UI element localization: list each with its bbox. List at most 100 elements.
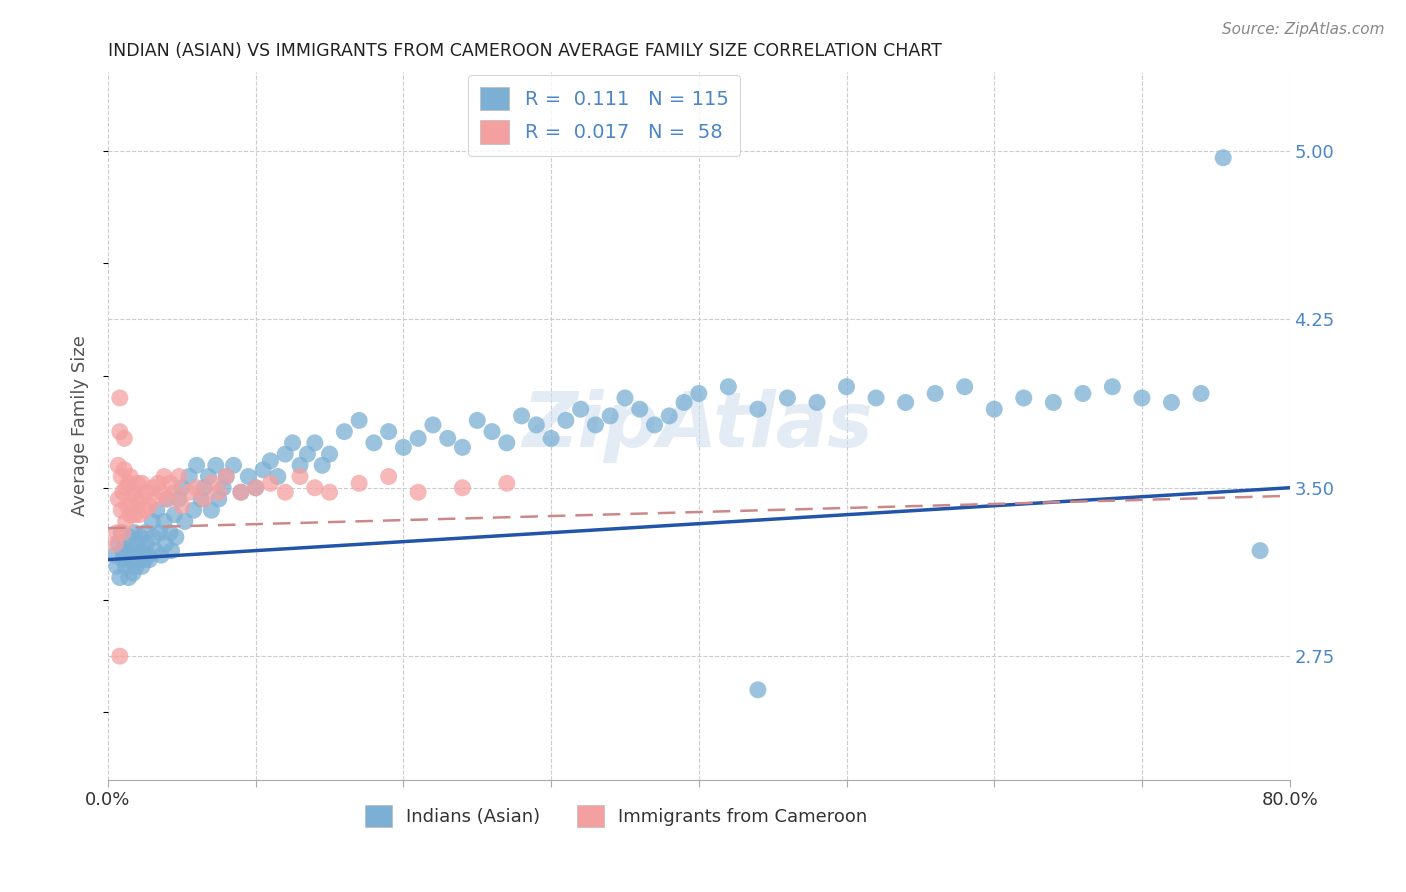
Point: [163, 508, 186, 522]
Point: [135, 537, 157, 551]
Point: [125, 491, 148, 506]
Point: [104, 537, 127, 551]
Point: [1101, 380, 1123, 394]
Point: [125, 559, 148, 574]
Point: [122, 485, 145, 500]
Point: [108, 391, 131, 405]
Point: [110, 525, 132, 540]
Point: [112, 431, 135, 445]
Point: [222, 458, 245, 473]
Point: [124, 548, 146, 562]
Point: [297, 447, 319, 461]
Point: [127, 552, 149, 566]
Point: [153, 515, 176, 529]
Point: [363, 435, 385, 450]
Point: [288, 458, 311, 473]
Text: Source: ZipAtlas.com: Source: ZipAtlas.com: [1222, 22, 1385, 37]
Point: [115, 548, 138, 562]
Point: [120, 469, 142, 483]
Point: [108, 425, 131, 439]
Point: [776, 391, 799, 405]
Point: [377, 469, 399, 483]
Point: [124, 508, 146, 522]
Point: [1130, 391, 1153, 405]
Point: [311, 458, 333, 473]
Point: [524, 417, 547, 432]
Point: [105, 559, 128, 574]
Point: [1249, 543, 1271, 558]
Text: ZipAtlas: ZipAtlas: [523, 389, 875, 463]
Point: [114, 515, 136, 529]
Point: [120, 530, 142, 544]
Point: [495, 435, 517, 450]
Point: [142, 530, 165, 544]
Point: [111, 543, 134, 558]
Legend: Indians (Asian), Immigrants from Cameroon: Indians (Asian), Immigrants from Cameroo…: [357, 797, 875, 834]
Point: [274, 447, 297, 461]
Point: [127, 476, 149, 491]
Point: [141, 515, 163, 529]
Point: [150, 548, 173, 562]
Point: [688, 386, 710, 401]
Point: [200, 476, 222, 491]
Point: [132, 543, 155, 558]
Point: [153, 469, 176, 483]
Point: [644, 417, 666, 432]
Point: [148, 476, 170, 491]
Point: [114, 481, 136, 495]
Point: [215, 469, 238, 483]
Point: [983, 402, 1005, 417]
Point: [110, 503, 132, 517]
Point: [145, 503, 167, 517]
Point: [229, 485, 252, 500]
Point: [111, 552, 134, 566]
Point: [465, 413, 488, 427]
Point: [451, 481, 474, 495]
Point: [120, 552, 142, 566]
Point: [159, 476, 181, 491]
Point: [628, 402, 651, 417]
Point: [190, 491, 212, 506]
Point: [422, 417, 444, 432]
Point: [1071, 386, 1094, 401]
Text: INDIAN (ASIAN) VS IMMIGRANTS FROM CAMEROON AVERAGE FAMILY SIZE CORRELATION CHART: INDIAN (ASIAN) VS IMMIGRANTS FROM CAMERO…: [108, 42, 942, 60]
Point: [107, 491, 129, 506]
Point: [163, 485, 186, 500]
Point: [127, 537, 149, 551]
Point: [238, 469, 260, 483]
Point: [318, 485, 340, 500]
Point: [252, 463, 274, 477]
Point: [122, 566, 145, 580]
Point: [179, 485, 201, 500]
Point: [134, 503, 156, 517]
Point: [212, 481, 235, 495]
Point: [134, 525, 156, 540]
Point: [1012, 391, 1035, 405]
Point: [159, 525, 181, 540]
Point: [193, 491, 215, 506]
Point: [170, 499, 193, 513]
Point: [333, 425, 356, 439]
Point: [259, 476, 281, 491]
Point: [120, 508, 142, 522]
Point: [304, 481, 326, 495]
Point: [259, 454, 281, 468]
Point: [481, 425, 503, 439]
Point: [135, 485, 157, 500]
Point: [318, 447, 340, 461]
Point: [1189, 386, 1212, 401]
Point: [186, 458, 208, 473]
Point: [894, 395, 917, 409]
Point: [583, 417, 606, 432]
Point: [183, 503, 205, 517]
Point: [208, 485, 231, 500]
Point: [347, 413, 370, 427]
Point: [245, 481, 267, 495]
Point: [806, 395, 828, 409]
Point: [173, 515, 195, 529]
Y-axis label: Average Family Size: Average Family Size: [72, 335, 89, 516]
Point: [267, 469, 290, 483]
Point: [288, 469, 311, 483]
Point: [747, 402, 769, 417]
Point: [281, 435, 304, 450]
